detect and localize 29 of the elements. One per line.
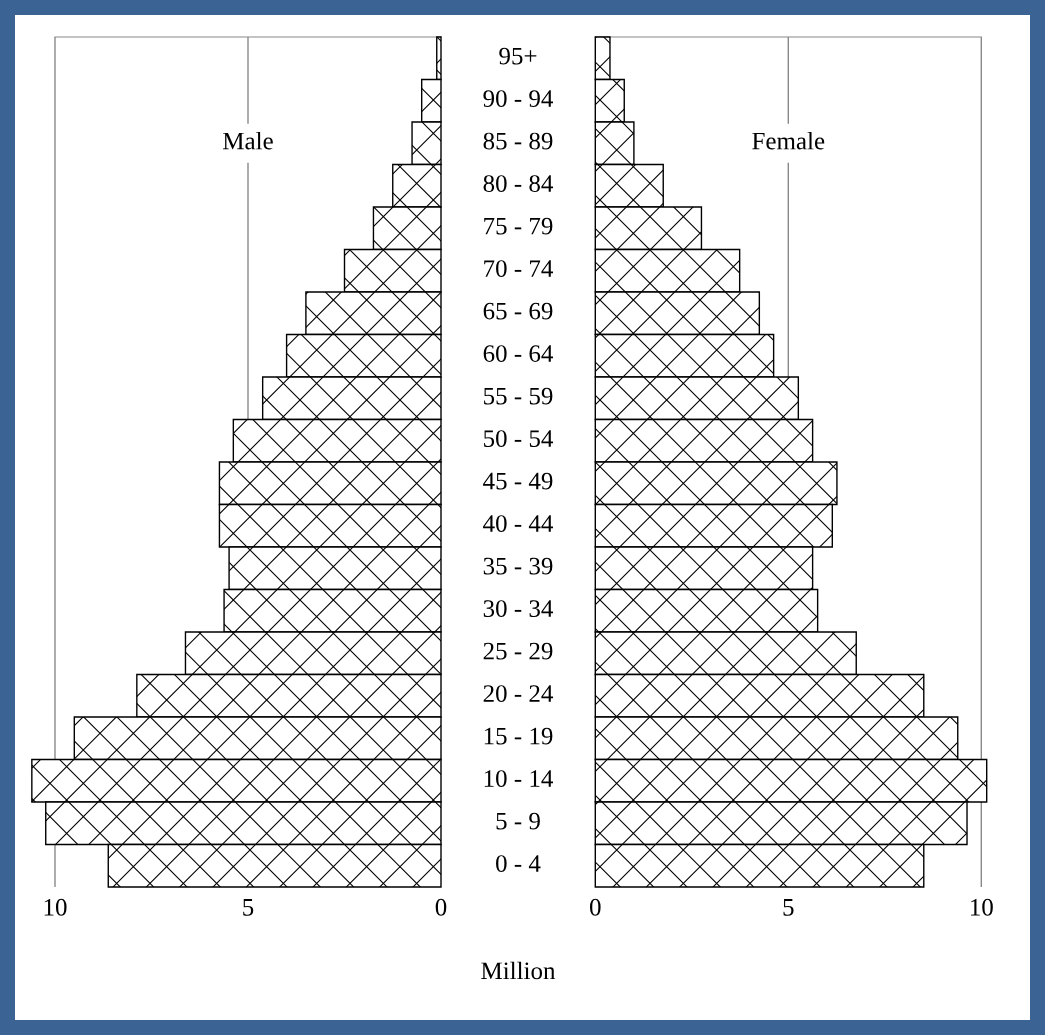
x-tick-label: 0	[435, 898, 447, 916]
y-tick-label: 65 - 69	[483, 302, 553, 320]
x-axis-title: Million	[481, 961, 556, 980]
y-tick-label: 95+	[499, 47, 537, 65]
y-tick-label: 35 - 39	[483, 557, 553, 575]
x-tick-label: 10	[44, 898, 67, 916]
y-tick-label: 80 - 84	[483, 175, 554, 193]
y-tick-label: 90 - 94	[483, 90, 554, 108]
y-tick-label: 85 - 89	[483, 132, 553, 150]
y-tick-label: 20 - 24	[483, 685, 554, 703]
y-tick-label: 40 - 44	[483, 515, 554, 533]
text: Female	[752, 131, 825, 150]
y-tick-label: 10 - 14	[484, 770, 554, 788]
y-tick-label: 50 - 54	[484, 430, 554, 448]
text: Male	[223, 131, 273, 150]
y-tick-label: 45 - 49	[483, 472, 553, 490]
x-tick-label: 5	[243, 899, 254, 916]
y-tick-label: 5 - 9	[496, 812, 540, 830]
x-tick-label: 0	[590, 898, 601, 916]
y-tick-label: 30 - 34	[483, 600, 554, 618]
x-tick-label: 10	[971, 898, 993, 916]
y-tick-label: 75 - 79	[484, 217, 553, 235]
x-tick-label: 5	[783, 899, 794, 916]
y-tick-label: 25 - 29	[483, 642, 553, 660]
y-tick-label: 15 - 19	[484, 727, 553, 745]
y-tick-label: 55 - 59	[484, 387, 553, 405]
y-tick-label: 70 - 74	[484, 260, 554, 278]
y-tick-label: 60 - 64	[483, 345, 554, 363]
y-tick-label: 0 - 4	[496, 855, 541, 873]
